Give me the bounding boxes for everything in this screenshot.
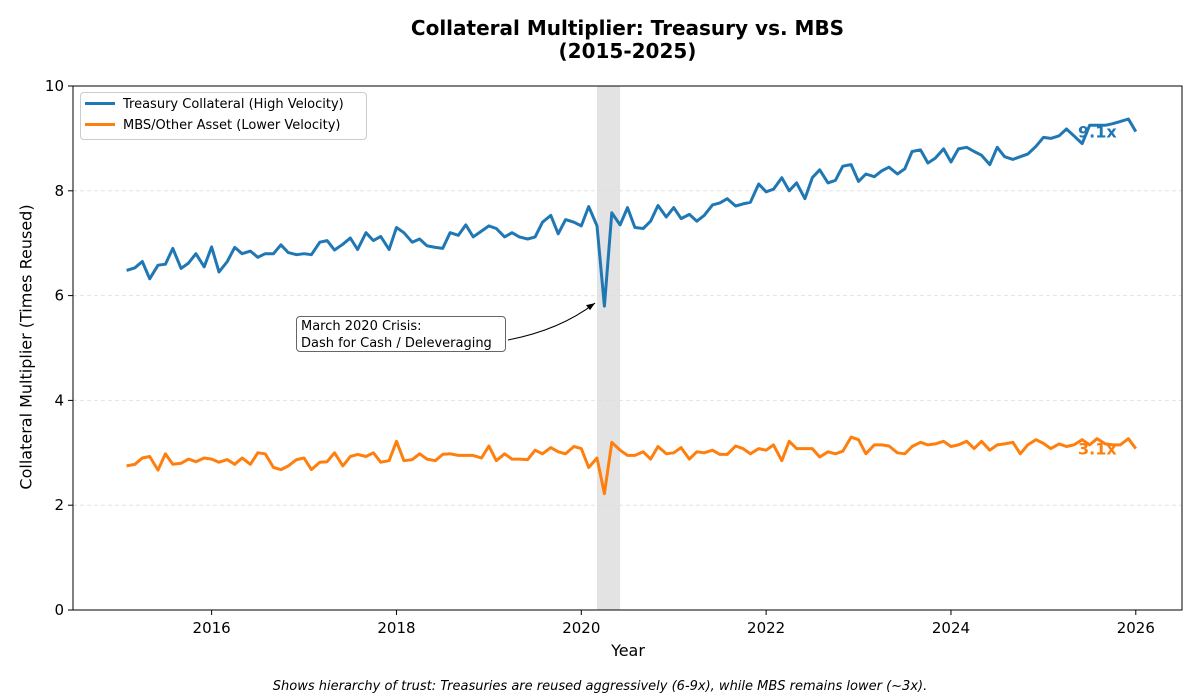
annotation-arrow — [507, 302, 596, 341]
chart-caption: Shows hierarchy of trust: Treasuries are… — [272, 679, 928, 694]
y-tick-label: 8 — [54, 182, 64, 200]
end-label-mbs: 3.1x — [1078, 440, 1117, 459]
legend-item-mbs: MBS/Other Asset (Lower Velocity) — [85, 116, 340, 136]
legend-swatch-mbs — [85, 123, 115, 126]
end-label-treasury: 9.1x — [1078, 123, 1117, 142]
y-tick-label: 0 — [54, 601, 64, 619]
legend-label-mbs: MBS/Other Asset (Lower Velocity) — [123, 118, 341, 133]
series-line-treasury — [126, 117, 1138, 308]
chart-legend: Treasury Collateral (High Velocity) MBS/… — [80, 92, 367, 140]
x-axis-label: Year — [611, 641, 645, 660]
x-tick-label: 2018 — [377, 619, 415, 637]
annotation-line1: March 2020 Crisis: — [301, 319, 422, 334]
x-tick-label: 2016 — [193, 619, 231, 637]
y-tick-label: 6 — [54, 287, 64, 305]
y-axis-label: Collateral Multiplier (Times Reused) — [16, 204, 36, 490]
x-tick-label: 2024 — [932, 619, 970, 637]
chart-title-line2: (2015-2025) — [558, 39, 697, 63]
y-tick-label: 4 — [54, 391, 64, 409]
y-tick-label: 10 — [45, 77, 64, 95]
legend-label-treasury: Treasury Collateral (High Velocity) — [123, 97, 344, 112]
x-tick-label: 2026 — [1117, 619, 1155, 637]
legend-swatch-treasury — [85, 102, 115, 105]
x-tick-label: 2020 — [562, 619, 600, 637]
series-line-mbs — [126, 435, 1138, 496]
plot-frame — [72, 85, 1183, 611]
chart-title-line1: Collateral Multiplier: Treasury vs. MBS — [410, 16, 845, 40]
x-tick-label: 2022 — [747, 619, 785, 637]
annotation-line2: Dash for Cash / Deleveraging — [301, 336, 492, 351]
y-tick-label: 2 — [54, 496, 64, 514]
crisis-shaded-region — [597, 86, 621, 610]
crisis-annotation: March 2020 Crisis: Dash for Cash / Delev… — [296, 316, 506, 352]
annotation-arrowhead — [586, 303, 596, 311]
legend-item-treasury: Treasury Collateral (High Velocity) — [85, 95, 344, 115]
